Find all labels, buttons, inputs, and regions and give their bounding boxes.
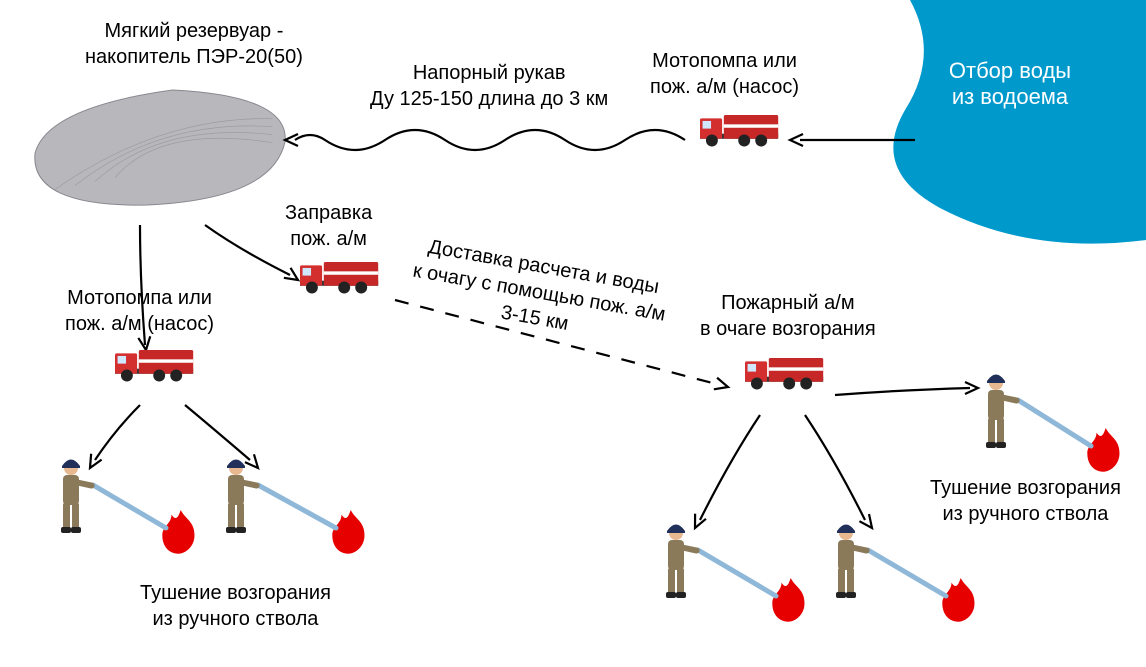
- truck-refuel: [300, 262, 378, 293]
- arrow-hose: [295, 130, 685, 150]
- truck-pump-left: [115, 350, 193, 381]
- label-nozzle_right: Тушение возгорания из ручного ствола: [930, 475, 1121, 527]
- diagram-stage: Отбор водыиз водоема Мягкий резервуар - …: [0, 0, 1146, 667]
- label-delivery: Доставка расчета и воды к очагу с помощь…: [406, 232, 672, 353]
- ff-5-hose: [1018, 400, 1091, 446]
- label-reservoir_title: Мягкий резервуар - накопитель ПЭР-20(50): [85, 18, 303, 70]
- ff-1-hose: [93, 485, 166, 528]
- label-hose: Напорный рукав Ду 125-150 длина до 3 км: [370, 60, 608, 112]
- label-refuel: Заправка пож. а/м: [285, 200, 372, 252]
- ff-3: [666, 525, 700, 599]
- ff-1: [61, 460, 95, 534]
- truck-at-fire: [745, 358, 823, 389]
- truck-water-source: [700, 115, 778, 146]
- fire-2: [332, 510, 364, 554]
- arrow-fire-truck-ff5: [835, 388, 970, 395]
- label-pump_left: Мотопомпа или пож. а/м (насос): [65, 285, 214, 337]
- arrow-fire-truck-ff3: [700, 415, 760, 520]
- arrow-pumpleft-ff1: [95, 405, 140, 460]
- ff-4: [836, 525, 870, 599]
- svg-text:Отбор водыиз водоема: Отбор водыиз водоема: [949, 58, 1071, 109]
- fire-1: [162, 510, 194, 554]
- arrow-fire-truck-ff4: [805, 415, 865, 520]
- ff-2-hose: [258, 485, 336, 528]
- ff-3-hose: [698, 550, 776, 596]
- label-truck_at_fire: Пожарный а/м в очаге возгорания: [700, 290, 876, 342]
- label-pump_right: Мотопомпа или пож. а/м (насос): [650, 48, 799, 100]
- fire-4: [942, 578, 974, 622]
- water-body: Отбор водыиз водоема: [893, 0, 1146, 244]
- label-nozzle_left: Тушение возгорания из ручного ствола: [140, 580, 331, 632]
- fire-5: [1087, 428, 1119, 472]
- ff-5: [986, 375, 1020, 449]
- ff-2: [226, 460, 260, 534]
- arrow-pumpleft-ff2: [185, 405, 250, 460]
- arrow-res-to-refuel: [205, 225, 290, 275]
- ff-4-hose: [868, 550, 946, 596]
- firefighters-layer: [61, 375, 1020, 599]
- reservoir: [35, 90, 285, 205]
- fire-3: [772, 578, 804, 622]
